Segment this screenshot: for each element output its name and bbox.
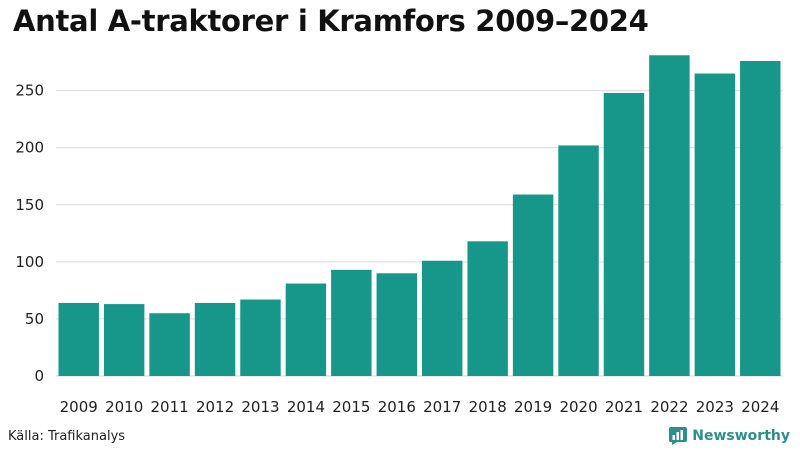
x-tick-label-2012: 2012: [196, 398, 234, 416]
y-tick-label: 0: [34, 367, 44, 385]
y-tick-label: 250: [15, 82, 44, 100]
bar-2023: [694, 73, 736, 376]
x-tick-label-2018: 2018: [469, 398, 507, 416]
x-tick-label-2014: 2014: [287, 398, 325, 416]
bar-2024: [740, 60, 781, 376]
x-tick-label-2024: 2024: [741, 398, 779, 416]
newsworthy-logo-icon: [669, 427, 688, 445]
chart-title: Antal A-traktorer i Kramfors 2009–2024: [13, 4, 649, 38]
x-tick-label-2016: 2016: [378, 398, 416, 416]
source-note: Källa: Trafikanalys: [8, 429, 126, 444]
x-tick-label-2015: 2015: [332, 398, 370, 416]
bar-2017: [421, 260, 463, 376]
brand-logo: Newsworthy: [669, 427, 790, 445]
bar-2014: [285, 283, 327, 376]
brand-name: Newsworthy: [692, 428, 790, 444]
bar-2015: [331, 269, 372, 376]
x-tick-label-2010: 2010: [105, 398, 143, 416]
x-axis-ticks: 2009 2010 2011 2012 2013 2014 2015 2016 2017 2018…: [60, 398, 780, 416]
bar-2012: [194, 302, 236, 376]
bar-2020: [558, 145, 599, 376]
bars: [58, 55, 781, 377]
x-tick-label-2011: 2011: [151, 398, 189, 416]
bar-2022: [649, 55, 690, 377]
bar-2016: [376, 273, 418, 376]
bar-2009: [58, 302, 99, 376]
x-tick-label-2021: 2021: [605, 398, 643, 416]
x-tick-label-2009: 2009: [60, 398, 98, 416]
bar-2011: [149, 313, 190, 376]
x-tick-label-2023: 2023: [696, 398, 734, 416]
y-tick-label: 150: [15, 196, 44, 214]
bar-2021: [603, 92, 645, 376]
bar-2010: [103, 304, 145, 376]
y-tick-label: 100: [15, 253, 44, 271]
x-tick-label-2017: 2017: [423, 398, 461, 416]
bar-2018: [467, 241, 508, 376]
bar-2019: [512, 194, 554, 376]
x-tick-label-2020: 2020: [559, 398, 597, 416]
bar-2013: [240, 299, 281, 376]
y-tick-label: 50: [25, 310, 44, 328]
x-tick-label-2013: 2013: [241, 398, 279, 416]
y-tick-label: 200: [15, 139, 44, 157]
x-tick-label-2022: 2022: [650, 398, 688, 416]
x-tick-label-2019: 2019: [514, 398, 552, 416]
y-axis-ticks: 0 50 100 150 200 250: [15, 82, 44, 385]
